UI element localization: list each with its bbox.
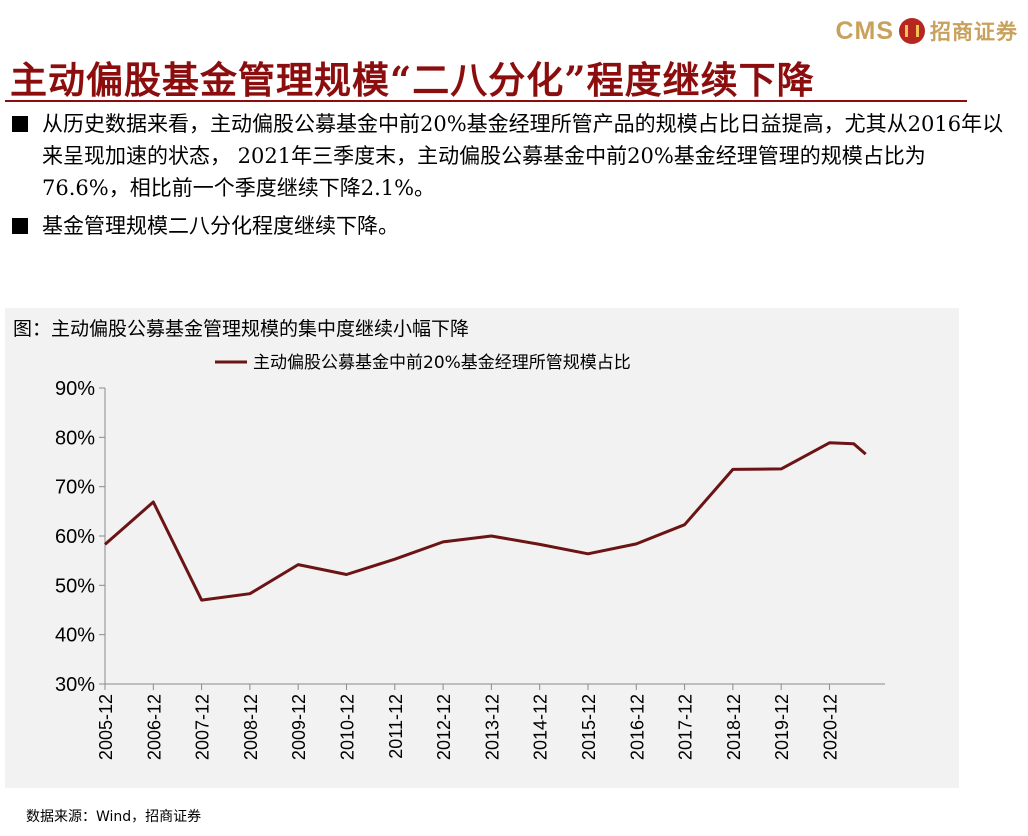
y-tick-label: 30% <box>55 674 95 696</box>
logo-cms-text: CMS <box>835 16 894 45</box>
bullet-item: 基金管理规模二八分化程度继续下降。 <box>8 210 1008 242</box>
x-tick-label: 2009-12 <box>289 694 309 760</box>
title-divider <box>5 100 967 102</box>
x-tick-label: 2017-12 <box>676 694 696 760</box>
x-tick-label: 2014-12 <box>531 694 551 760</box>
y-tick-label: 70% <box>55 477 95 499</box>
chart-panel: 30% 40% 50% 60% 70% 80% 90% 2005-12 2006-12 2007-… <box>5 308 959 788</box>
y-tick-label: 60% <box>55 526 95 548</box>
series-line <box>104 441 867 602</box>
bullet-text: 基金管理规模二八分化程度继续下降。 <box>42 214 399 238</box>
y-tick-label: 50% <box>55 575 95 597</box>
bullet-item: 从历史数据来看，主动偏股公募基金中前20%基金经理所管产品的规模占比日益提高，尤… <box>8 108 1008 204</box>
line-chart: 30% 40% 50% 60% 70% 80% 90% 2005-12 2006-12 2007-… <box>55 353 885 760</box>
square-bullet-icon <box>12 218 28 234</box>
x-tick-label: 2011-12 <box>386 694 406 759</box>
source-note: 数据来源：Wind，招商证券 <box>26 809 202 825</box>
x-tick-label: 2010-12 <box>337 694 357 760</box>
x-tick-label: 2008-12 <box>241 694 261 760</box>
x-tick-label: 2006-12 <box>144 694 164 760</box>
x-tick-label: 2020-12 <box>820 694 840 760</box>
chart-title: 图：主动偏股公募基金管理规模的集中度继续小幅下降 <box>13 318 470 340</box>
bullet-text: 从历史数据来看，主动偏股公募基金中前20%基金经理所管产品的规模占比日益提高，尤… <box>42 112 1004 200</box>
x-tick-label: 2018-12 <box>724 694 744 760</box>
brand-logo: CMS 招商证券 <box>835 16 1018 46</box>
x-tick-label: 2016-12 <box>627 694 647 760</box>
x-tick-label: 2015-12 <box>579 694 599 760</box>
bullet-list: 从历史数据来看，主动偏股公募基金中前20%基金经理所管产品的规模占比日益提高，尤… <box>8 108 1008 242</box>
logo-company-text: 招商证券 <box>930 20 1018 44</box>
x-tick-label: 2007-12 <box>193 694 213 760</box>
page-title: 主动偏股基金管理规模“二八分化”程度继续下降 <box>10 58 815 102</box>
legend-label: 主动偏股公募基金中前20%基金经理所管规模占比 <box>253 353 631 373</box>
logo-emblem-icon <box>899 18 925 44</box>
x-tick-label: 2019-12 <box>772 694 792 760</box>
x-tick-label: 2005-12 <box>96 694 116 760</box>
y-tick-label: 40% <box>55 625 95 647</box>
square-bullet-icon <box>12 116 28 132</box>
x-tick-label: 2012-12 <box>434 694 454 760</box>
y-tick-label: 90% <box>55 378 95 400</box>
y-tick-label: 80% <box>55 427 95 449</box>
x-tick-label: 2013-12 <box>482 694 502 760</box>
